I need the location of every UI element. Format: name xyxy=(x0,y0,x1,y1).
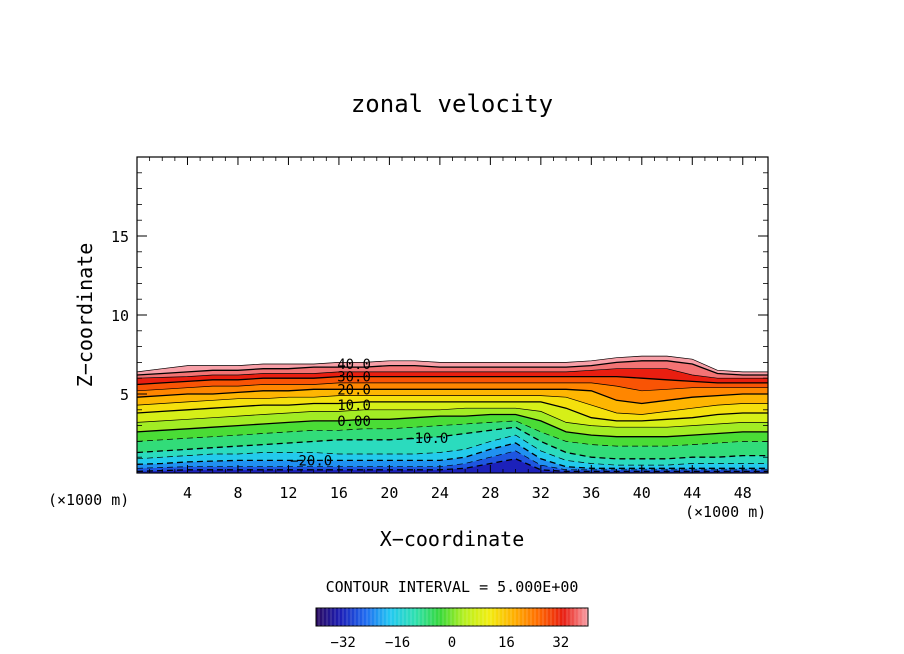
contour-line-negative xyxy=(137,420,768,447)
contour-label: 0.00 xyxy=(337,414,371,430)
colorbar-tick-label: −16 xyxy=(385,635,410,651)
y-axis-label: Z−coordinate xyxy=(73,243,97,388)
x-tick-label: 44 xyxy=(683,484,701,502)
contour-line xyxy=(137,413,768,438)
x-tick-label: 48 xyxy=(734,484,752,502)
contour-label: 20.0 xyxy=(337,382,371,398)
contour-line xyxy=(137,368,768,379)
contour-label: 40.0 xyxy=(337,357,371,373)
y-axis: 5 10 15 xyxy=(111,172,768,458)
chart-title: zonal velocity xyxy=(351,90,553,118)
contour-line xyxy=(137,401,768,422)
contour-line-negative xyxy=(137,434,768,466)
contour-labels: 40.030.020.010.00.00 −10.0 −20.0 xyxy=(290,357,448,469)
x-tick-label: 8 xyxy=(233,484,242,502)
contour-label: −20.0 xyxy=(290,453,332,469)
contour-label: −10.0 xyxy=(406,431,448,447)
contour-line xyxy=(137,382,768,392)
contour-line xyxy=(137,388,768,405)
x-tick-label: 40 xyxy=(633,484,651,502)
contour-line-negative xyxy=(137,426,768,460)
contour-label: 10.0 xyxy=(337,398,371,414)
colorbar-tick-label: −32 xyxy=(331,635,356,651)
contour-line xyxy=(137,395,768,415)
colorbar-ticks: −32 −16 0 16 32 xyxy=(331,635,570,651)
x-tick-label: 32 xyxy=(532,484,550,502)
y-tick-label: 5 xyxy=(120,386,129,404)
contour-line xyxy=(137,375,768,386)
contour-lines xyxy=(137,355,768,473)
x-tick-label: 16 xyxy=(330,484,348,502)
colorbar-tick-label: 16 xyxy=(498,635,515,651)
colorbar: −32 −16 0 16 32 xyxy=(315,607,589,651)
x-tick-label: 36 xyxy=(582,484,600,502)
x-axis-label: X−coordinate xyxy=(380,527,525,551)
x-unit-left: (×1000 m) xyxy=(48,491,129,509)
x-tick-label: 28 xyxy=(481,484,499,502)
contour-label: 30.0 xyxy=(337,370,371,386)
colorbar-strip xyxy=(315,607,589,627)
contour-line xyxy=(137,407,768,428)
contour-line-negative xyxy=(137,442,768,469)
x-axis: 4 8 12 16 20 24 28 32 36 40 44 48 xyxy=(149,157,756,502)
contour-line-negative xyxy=(137,450,768,471)
contour-fills xyxy=(137,355,768,473)
x-tick-label: 4 xyxy=(183,484,192,502)
y-tick-label: 10 xyxy=(111,307,129,325)
colorbar-tick-label: 0 xyxy=(448,635,456,651)
y-tick-label: 15 xyxy=(111,228,129,246)
x-unit-right: (×1000 m) xyxy=(685,503,766,521)
x-tick-label: 24 xyxy=(431,484,449,502)
contour-line xyxy=(137,360,768,376)
contour-interval-label: CONTOUR INTERVAL = 5.000E+00 xyxy=(326,578,579,596)
contour-line xyxy=(137,355,768,373)
x-tick-label: 20 xyxy=(380,484,398,502)
colorbar-tick-label: 32 xyxy=(552,635,569,651)
x-tick-label: 12 xyxy=(279,484,297,502)
